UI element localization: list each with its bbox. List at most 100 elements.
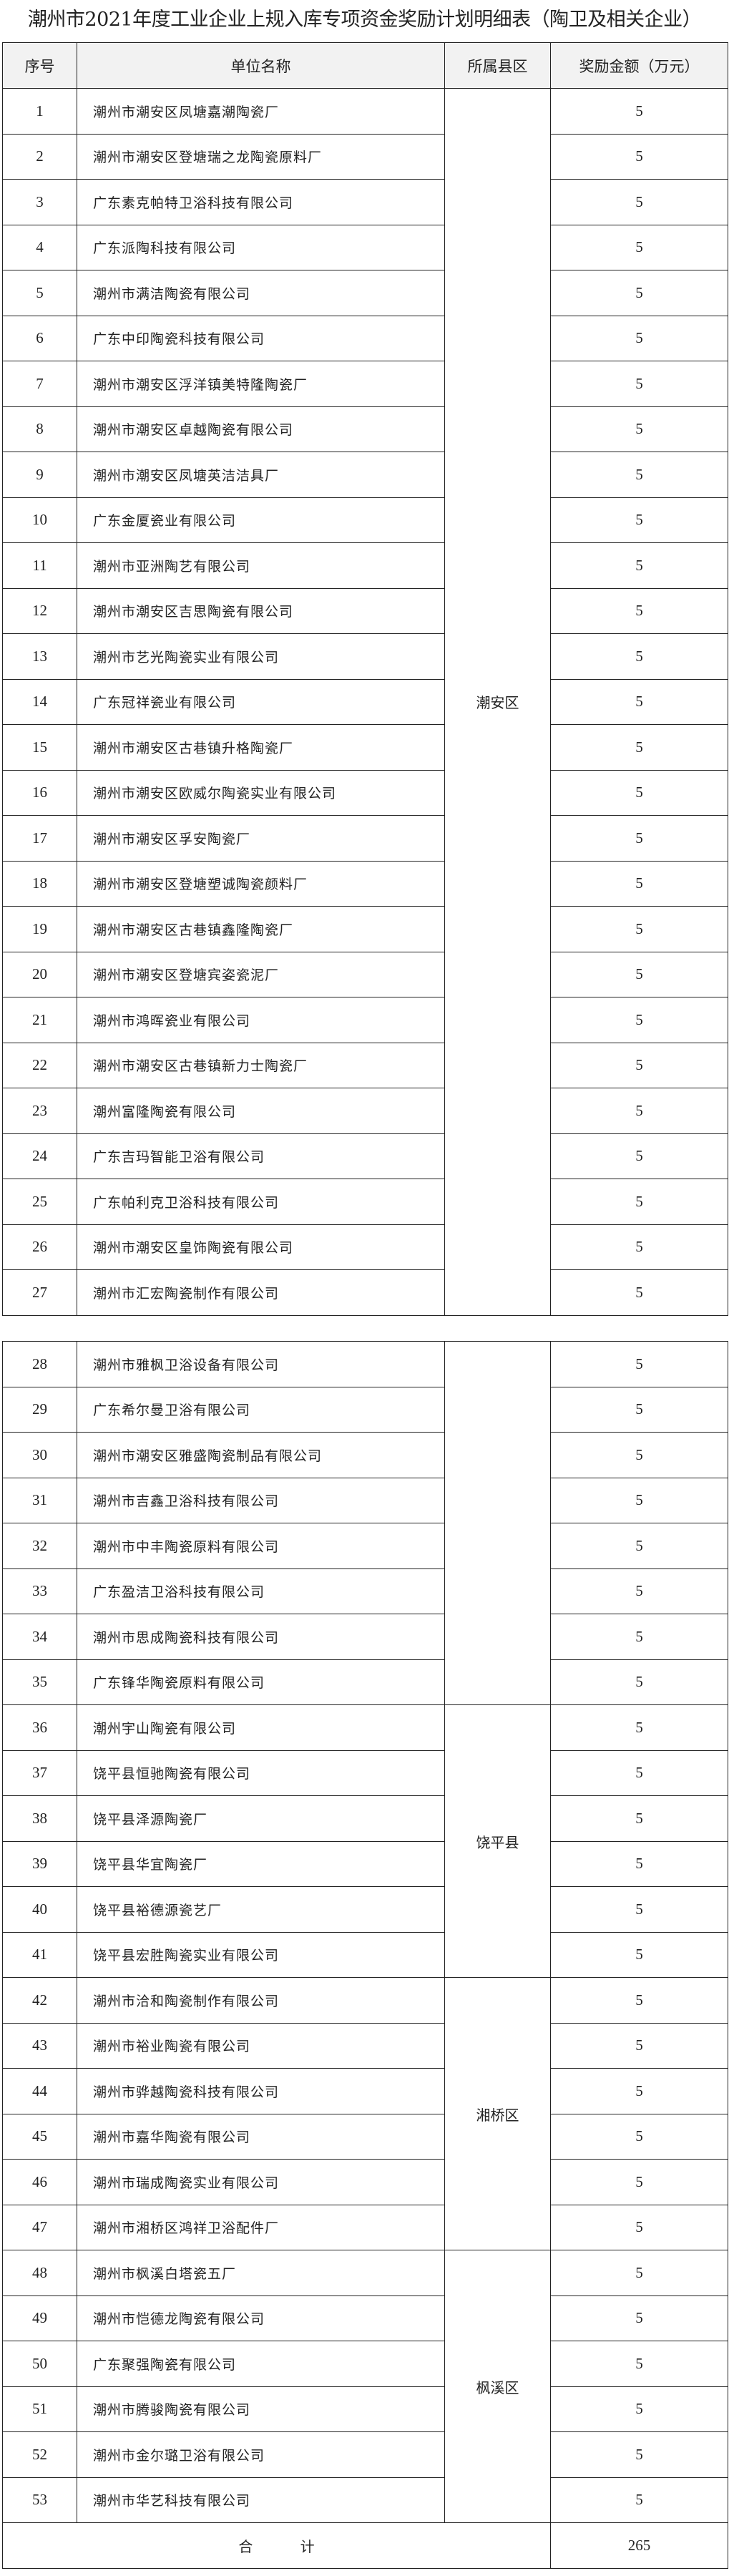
award-amount: 5 (550, 1042, 728, 1088)
company-name: 潮州市潮安区浮洋镇美特隆陶瓷厂 (77, 361, 445, 407)
row-number: 32 (2, 1523, 77, 1569)
header-no: 序号 (2, 42, 77, 89)
company-name: 潮州市潮安区登塘塑诚陶瓷颜料厂 (77, 860, 445, 907)
table-row: 53 潮州市华艺科技有限公司 5 (2, 2477, 728, 2523)
row-number: 41 (2, 1931, 77, 1978)
table-row: 2 潮州市潮安区登塘瑞之龙陶瓷原料厂 5 (2, 133, 728, 180)
award-amount: 5 (550, 1133, 728, 1179)
company-name: 潮州市潮安区古巷镇升格陶瓷厂 (77, 724, 445, 771)
row-number: 25 (2, 1179, 77, 1225)
company-name: 潮州市潮安区吉思陶瓷有限公司 (77, 587, 445, 634)
row-number: 35 (2, 1659, 77, 1705)
row-number: 21 (2, 997, 77, 1043)
table-row: 52 潮州市金尔璐卫浴有限公司 5 (2, 2431, 728, 2478)
row-number: 48 (2, 2250, 77, 2296)
award-amount: 5 (550, 587, 728, 634)
table-row: 12 潮州市潮安区吉思陶瓷有限公司 5 (2, 587, 728, 634)
table-row: 8 潮州市潮安区卓越陶瓷有限公司 5 (2, 406, 728, 452)
table-row: 5 潮州市满洁陶瓷有限公司 5 (2, 270, 728, 316)
award-amount: 5 (550, 2159, 728, 2205)
company-name: 潮州市雅枫卫浴设备有限公司 (77, 1341, 445, 1387)
award-amount: 5 (550, 1795, 728, 1842)
row-number: 43 (2, 2022, 77, 2069)
company-name: 广东冠祥瓷业有限公司 (77, 678, 445, 725)
table-row: 51 潮州市腾骏陶瓷有限公司 5 (2, 2386, 728, 2432)
award-amount: 5 (550, 2022, 728, 2069)
row-number: 17 (2, 815, 77, 862)
table-row: 19 潮州市潮安区古巷镇鑫隆陶瓷厂 5 (2, 906, 728, 952)
total-label: 合 计 (2, 2522, 551, 2569)
award-amount: 5 (550, 406, 728, 452)
row-number: 11 (2, 542, 77, 589)
company-name: 广东聚强陶瓷有限公司 (77, 2341, 445, 2387)
award-amount: 5 (550, 270, 728, 316)
company-name: 潮州市腾骏陶瓷有限公司 (77, 2386, 445, 2432)
award-amount: 5 (550, 2204, 728, 2250)
award-amount: 5 (550, 1224, 728, 1270)
award-amount: 5 (550, 815, 728, 862)
row-number: 4 (2, 224, 77, 270)
company-name: 广东中印陶瓷科技有限公司 (77, 315, 445, 361)
row-number: 9 (2, 452, 77, 498)
award-amount: 5 (550, 497, 728, 543)
row-number: 34 (2, 1614, 77, 1660)
award-amount: 5 (550, 1568, 728, 1614)
header-name: 单位名称 (77, 42, 445, 89)
company-name: 潮州市潮安区皇饰陶瓷有限公司 (77, 1224, 445, 1270)
company-name: 潮州市潮安区卓越陶瓷有限公司 (77, 406, 445, 452)
company-name: 广东帕利克卫浴科技有限公司 (77, 1179, 445, 1225)
table-row: 4 广东派陶科技有限公司 5 (2, 224, 728, 270)
row-number: 2 (2, 133, 77, 180)
company-name: 潮州市潮安区凤塘嘉潮陶瓷厂 (77, 88, 445, 135)
table-row: 32 潮州市中丰陶瓷原料有限公司 5 (2, 1523, 728, 1569)
row-number: 3 (2, 179, 77, 225)
company-name: 饶平县泽源陶瓷厂 (77, 1795, 445, 1842)
award-amount: 5 (550, 361, 728, 407)
row-number: 49 (2, 2295, 77, 2341)
award-amount: 5 (550, 2250, 728, 2296)
table-row: 41 饶平县宏胜陶瓷实业有限公司 5 (2, 1931, 728, 1978)
row-number: 19 (2, 906, 77, 952)
company-name: 饶平县恒驰陶瓷有限公司 (77, 1750, 445, 1796)
award-amount: 5 (550, 1341, 728, 1387)
award-amount: 5 (550, 633, 728, 680)
company-name: 潮州市中丰陶瓷原料有限公司 (77, 1523, 445, 1569)
award-amount: 5 (550, 315, 728, 361)
row-number: 13 (2, 633, 77, 680)
company-name: 广东派陶科技有限公司 (77, 224, 445, 270)
award-amount: 5 (550, 88, 728, 135)
row-number: 30 (2, 1432, 77, 1478)
award-amount: 5 (550, 2341, 728, 2387)
award-amount: 5 (550, 1386, 728, 1433)
row-number: 26 (2, 1224, 77, 1270)
table-row: 17 潮州市潮安区孚安陶瓷厂 5 (2, 815, 728, 862)
table-row: 14 广东冠祥瓷业有限公司 5 (2, 678, 728, 725)
table-row: 10 广东金厦瓷业有限公司 5 (2, 497, 728, 543)
award-amount: 5 (550, 1931, 728, 1978)
row-number: 42 (2, 1977, 77, 2024)
table-row: 33 广东盈洁卫浴科技有限公司 5 (2, 1568, 728, 1614)
row-number: 23 (2, 1088, 77, 1134)
company-name: 潮州市潮安区登塘瑞之龙陶瓷原料厂 (77, 133, 445, 180)
company-name: 潮州市金尔璐卫浴有限公司 (77, 2431, 445, 2478)
award-amount: 5 (550, 1179, 728, 1225)
award-amount: 5 (550, 2295, 728, 2341)
award-amount: 5 (550, 2386, 728, 2432)
table-row: 22 潮州市潮安区古巷镇新力士陶瓷厂 5 (2, 1042, 728, 1088)
award-amount: 5 (550, 1088, 728, 1134)
award-amount: 5 (550, 951, 728, 997)
row-number: 39 (2, 1840, 77, 1887)
total-row: 合 计 265 (2, 2522, 728, 2569)
company-name: 广东吉玛智能卫浴有限公司 (77, 1133, 445, 1179)
company-name: 潮州市汇宏陶瓷制作有限公司 (77, 1269, 445, 1316)
table-row: 1 潮州市潮安区凤塘嘉潮陶瓷厂 潮安区 5 (2, 88, 728, 1316)
table-row: 13 潮州市艺光陶瓷实业有限公司 5 (2, 633, 728, 680)
company-name: 潮州市亚洲陶艺有限公司 (77, 542, 445, 589)
table-row: 36 潮州宇山陶瓷有限公司 饶平县 5 (2, 1704, 728, 1978)
table-row: 39 饶平县华宜陶瓷厂 5 (2, 1840, 728, 1887)
row-number: 14 (2, 678, 77, 725)
district-cell: 湘桥区 (444, 1977, 551, 2250)
award-amount: 5 (550, 2113, 728, 2160)
award-amount: 5 (550, 860, 728, 907)
company-name: 潮州市潮安区古巷镇新力士陶瓷厂 (77, 1042, 445, 1088)
